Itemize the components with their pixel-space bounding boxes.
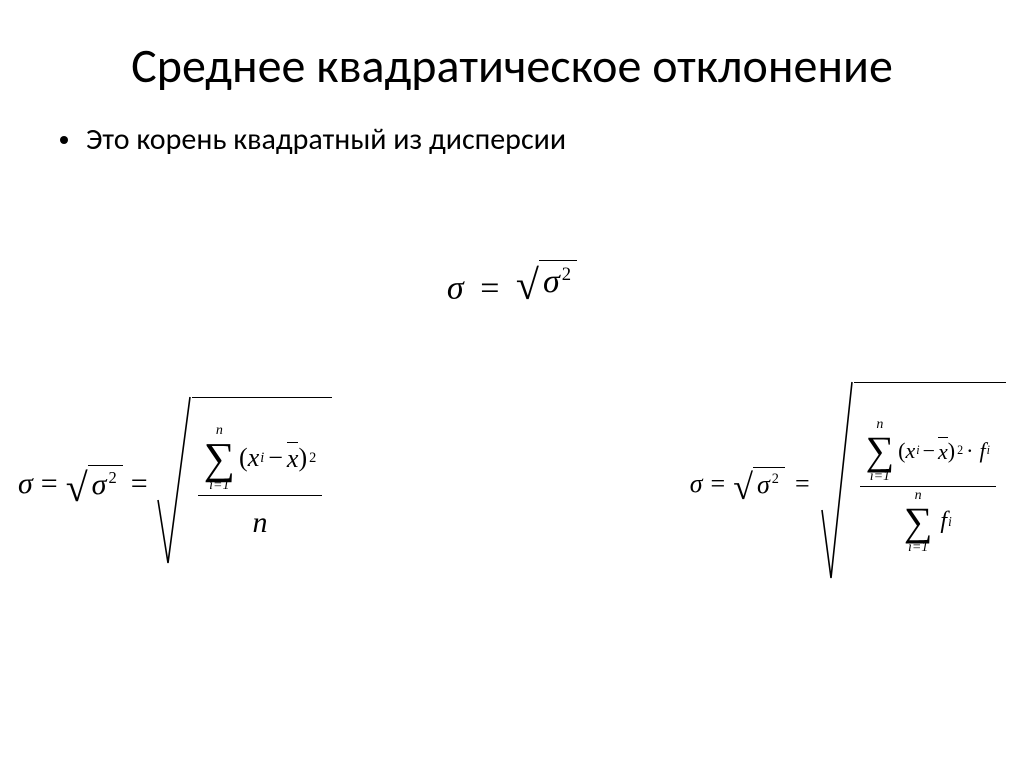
- radical-icon: √: [733, 475, 753, 500]
- x-bar: x: [938, 437, 948, 465]
- fraction-denominator: n ∑ i=1 fi: [898, 487, 958, 557]
- big-radicand: n ∑ i=1 ( xi − x )2 · fi: [854, 382, 1006, 587]
- equals-sign: =: [785, 469, 820, 499]
- sqrt-small: √ σ2: [733, 467, 785, 500]
- rparen: ): [298, 443, 307, 473]
- exponent: 2: [770, 471, 779, 487]
- var-x: x: [905, 438, 915, 464]
- fraction-numerator: n ∑ i=1 ( xi − x )2: [198, 422, 323, 495]
- radical-icon: [156, 395, 192, 572]
- var-f: f: [940, 508, 947, 535]
- sqrt-small: √ σ2: [66, 465, 123, 502]
- formula-left: σ = √ σ2 = n: [18, 380, 332, 587]
- big-radicand: n ∑ i=1 ( xi − x )2: [192, 397, 333, 572]
- exponent: 2: [307, 450, 316, 467]
- den-term: fi: [936, 508, 951, 535]
- subscript-i: i: [947, 514, 952, 530]
- sqrt-big: n ∑ i=1 ( xi − x )2: [156, 395, 333, 572]
- bullet-text: Это корень квадратный из дисперсии: [86, 121, 566, 158]
- summation: n ∑ i=1: [904, 489, 933, 555]
- sigma-var: σ: [543, 263, 560, 300]
- sigma-var: σ: [757, 470, 770, 499]
- fraction: n ∑ i=1 ( xi − x )2: [198, 422, 323, 550]
- radicand: σ2: [753, 467, 785, 500]
- sqrt-small: √ σ2: [516, 260, 577, 301]
- sum-lower: i=1: [908, 541, 928, 555]
- x-bar: x: [287, 442, 299, 474]
- summation: n ∑ i=1: [204, 424, 235, 493]
- minus-sign: −: [264, 443, 287, 473]
- fraction: n ∑ i=1 ( xi − x )2 · fi: [860, 416, 996, 557]
- equals-sign: =: [703, 469, 734, 499]
- fraction-denominator: n: [252, 496, 267, 550]
- exponent: 2: [560, 264, 571, 285]
- sigma-var: σ: [447, 270, 464, 307]
- bullet-icon: [60, 136, 68, 144]
- dot-operator: ·: [966, 438, 973, 464]
- radical-icon: √: [516, 272, 539, 301]
- formula-right: σ = √ σ2 = n: [690, 380, 1006, 587]
- equals-sign: =: [472, 270, 507, 307]
- sum-term: ( xi − x )2 · fi: [898, 437, 990, 465]
- big-sigma-icon: ∑: [204, 438, 235, 479]
- radicand: σ2: [539, 260, 577, 301]
- subscript-i: i: [986, 443, 990, 458]
- equals-sign: =: [33, 467, 66, 501]
- slide-title: Среднее квадратическое отклонение: [0, 0, 1024, 93]
- var-f: f: [974, 438, 986, 464]
- formula-top: σ = √ σ2: [0, 260, 1024, 308]
- formula-row: σ = √ σ2 = n: [0, 380, 1024, 587]
- fraction-numerator: n ∑ i=1 ( xi − x )2 · fi: [860, 416, 996, 486]
- sigma-var: σ: [18, 467, 33, 501]
- radicand: σ2: [88, 465, 123, 502]
- bullet-row: Это корень квадратный из дисперсии: [0, 121, 1024, 158]
- sigma-var: σ: [690, 469, 703, 499]
- radical-icon: √: [66, 474, 88, 502]
- sum-term: ( xi − x )2: [239, 442, 316, 474]
- exponent: 2: [106, 468, 116, 487]
- big-sigma-icon: ∑: [866, 432, 895, 470]
- slide: Среднее квадратическое отклонение Это ко…: [0, 0, 1024, 768]
- var-n: n: [252, 506, 267, 540]
- equals-sign: =: [123, 467, 156, 501]
- rparen: ): [948, 438, 955, 464]
- sum-lower: i=1: [209, 479, 229, 493]
- var-x: x: [248, 443, 260, 473]
- summation: n ∑ i=1: [866, 418, 895, 484]
- exponent: 2: [955, 443, 966, 458]
- lparen: (: [239, 443, 248, 473]
- sqrt-big: n ∑ i=1 ( xi − x )2 · fi: [820, 380, 1006, 587]
- big-sigma-icon: ∑: [904, 503, 933, 541]
- sigma-var: σ: [92, 468, 107, 501]
- minus-sign: −: [920, 438, 938, 464]
- radical-icon: [820, 380, 854, 587]
- sum-lower: i=1: [870, 470, 890, 484]
